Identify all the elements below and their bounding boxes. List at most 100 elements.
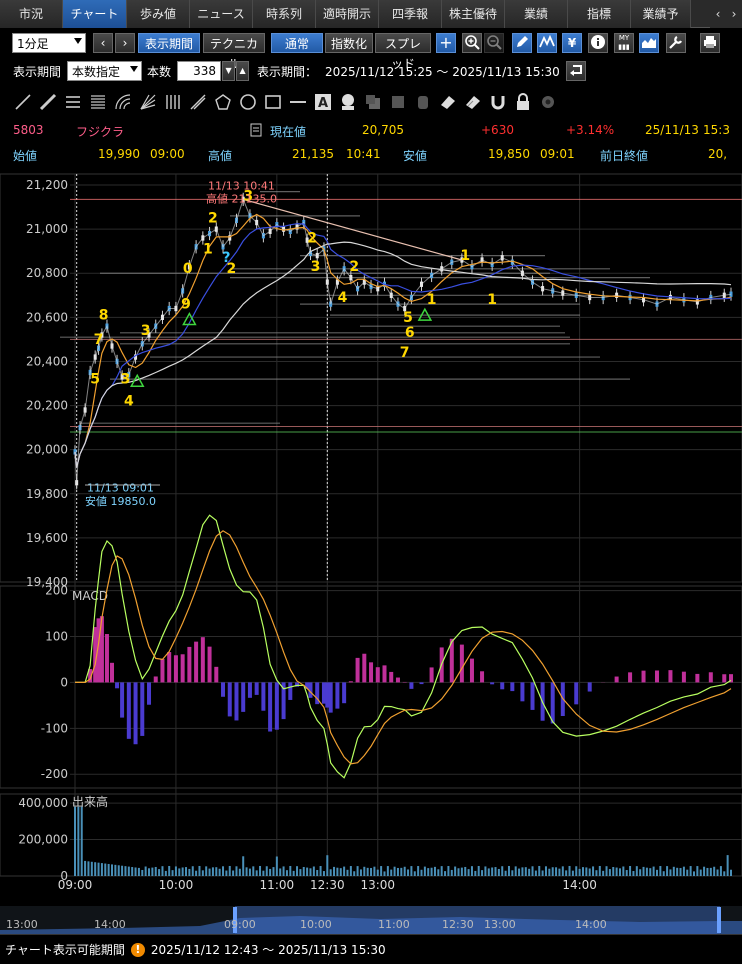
- volume-bar: [460, 867, 463, 876]
- angle-icon[interactable]: [188, 92, 208, 112]
- wave-count-label: 4: [124, 394, 134, 410]
- wave-count-label: 5: [90, 372, 100, 388]
- macd-histogram-bar: [469, 658, 474, 683]
- emoji-icon[interactable]: [338, 92, 358, 112]
- tab-market[interactable]: 市況: [0, 0, 63, 28]
- hand-icon[interactable]: [413, 92, 433, 112]
- info-icon[interactable]: [588, 33, 608, 53]
- tab-next-button[interactable]: ›: [731, 7, 737, 21]
- tab-prev-button[interactable]: ‹: [715, 7, 721, 21]
- tab-timeseries[interactable]: 時系列: [253, 0, 316, 28]
- layers-icon[interactable]: [388, 92, 408, 112]
- copy-icon[interactable]: [363, 92, 383, 112]
- tab-news[interactable]: ニュース: [190, 0, 253, 28]
- volume-bar: [306, 867, 309, 876]
- zoom-out-icon[interactable]: [484, 33, 504, 53]
- fan-icon[interactable]: [138, 92, 158, 112]
- volume-bar: [114, 864, 117, 876]
- chart-canvas[interactable]: 21,200 21,000 20,800 20,600 20,400 20,200 20,0…: [0, 170, 742, 906]
- lock-icon[interactable]: [513, 92, 533, 112]
- display-period-button[interactable]: 表示期間: [138, 33, 200, 53]
- volume-bar: [618, 868, 621, 876]
- normal-button[interactable]: 通常: [271, 33, 323, 53]
- tab-bar: 市況 チャート 歩み値 ニュース 時系列 適時開示 四季報 株主優待 業績 指標…: [0, 0, 742, 28]
- macd-histogram-bar: [490, 682, 495, 685]
- my-chart-icon[interactable]: MY ▮▮▮: [614, 33, 634, 53]
- circle-icon[interactable]: [238, 92, 258, 112]
- tab-disclosure[interactable]: 適時開示: [316, 0, 379, 28]
- volume-bar: [602, 870, 605, 876]
- volume-bar: [383, 871, 386, 876]
- technical-button[interactable]: テクニカル: [203, 33, 265, 71]
- macd-histogram-bar: [681, 671, 686, 683]
- prev-button[interactable]: ‹: [93, 33, 113, 53]
- tab-shikiho[interactable]: 四季報: [379, 0, 442, 28]
- chart-area[interactable]: 21,200 21,000 20,800 20,600 20,400 20,200 20,0…: [0, 170, 742, 906]
- display-period-select[interactable]: 本数指定: [67, 61, 143, 81]
- volume-bar: [433, 866, 436, 876]
- volume-bar: [312, 866, 315, 876]
- text-icon[interactable]: A: [313, 92, 333, 112]
- print-icon[interactable]: [700, 33, 720, 53]
- volume-bar: [215, 867, 218, 876]
- horizontal-line-icon[interactable]: [288, 92, 308, 112]
- wrench-icon[interactable]: [666, 33, 686, 53]
- volume-bar: [571, 870, 574, 876]
- trendline-icon[interactable]: [13, 92, 33, 112]
- tab-earnings[interactable]: 業績: [505, 0, 568, 28]
- area-chart-icon[interactable]: [639, 33, 659, 53]
- volume-bar: [457, 868, 460, 876]
- macd-tick-label: 0: [60, 675, 68, 689]
- macd-histogram-bar: [459, 644, 464, 683]
- count-input[interactable]: 338: [177, 61, 222, 81]
- tab-benefits[interactable]: 株主優待: [442, 0, 505, 28]
- add-icon[interactable]: +: [436, 33, 456, 53]
- price-tick-label: 20,600: [26, 310, 68, 324]
- rectangle-icon[interactable]: [263, 92, 283, 112]
- navigator-tick-label: 13:00: [6, 918, 38, 931]
- macd-histogram-bar: [96, 618, 101, 683]
- volume-bar: [497, 868, 500, 876]
- next-button[interactable]: ›: [115, 33, 135, 53]
- tab-indicators[interactable]: 指標: [568, 0, 631, 28]
- fib-arc-icon[interactable]: [113, 92, 133, 112]
- eraser-icon[interactable]: [438, 92, 458, 112]
- tab-chart[interactable]: チャート: [63, 0, 127, 28]
- quote-time: 15:3: [703, 123, 730, 137]
- count-up-icon[interactable]: ▲: [236, 61, 250, 81]
- volume-bar: [454, 866, 457, 876]
- volume-bar: [265, 866, 268, 876]
- navigator-tick-label: 14:00: [94, 918, 126, 931]
- volume-bar: [561, 866, 564, 876]
- volume-tick-label: 200,000: [18, 833, 68, 847]
- yen-icon[interactable]: ¥: [562, 33, 582, 53]
- wave-count-label: 3: [243, 188, 253, 204]
- fibonacci-icon[interactable]: [88, 92, 108, 112]
- volume-bar: [211, 867, 214, 876]
- period-select[interactable]: 1分足: [12, 33, 86, 53]
- low-annotation-time: 11/13 09:01: [87, 482, 154, 495]
- tab-forecast[interactable]: 業績予: [631, 0, 691, 28]
- count-down-icon[interactable]: ▼: [222, 61, 236, 81]
- pentagon-icon[interactable]: [213, 92, 233, 112]
- pencil-icon[interactable]: [512, 33, 532, 53]
- cycle-lines-icon[interactable]: [163, 92, 183, 112]
- navigator-canvas[interactable]: 13:00 14:00 09:00 10:00 11:00 12:30 13:00 14:00: [0, 906, 742, 934]
- macd-histogram-bar: [308, 682, 313, 698]
- zoom-in-icon[interactable]: [462, 33, 482, 53]
- ray-icon[interactable]: [38, 92, 58, 112]
- time-navigator[interactable]: 13:00 14:00 09:00 10:00 11:00 12:30 13:00 14:00: [0, 906, 742, 934]
- tab-ticks[interactable]: 歩み値: [127, 0, 190, 28]
- magnet-icon[interactable]: [488, 92, 508, 112]
- parallel-lines-icon[interactable]: [63, 92, 83, 112]
- pattern-icon[interactable]: [537, 33, 557, 53]
- wave-count-label: 2: [208, 211, 218, 227]
- document-icon[interactable]: [250, 123, 262, 140]
- spread-button[interactable]: スプレッド: [375, 33, 431, 71]
- volume-bar: [544, 866, 547, 876]
- eraser-all-icon[interactable]: [463, 92, 483, 112]
- index-button[interactable]: 指数化: [325, 33, 373, 53]
- volume-bar: [275, 856, 278, 876]
- settings-icon[interactable]: [538, 92, 558, 112]
- undo-icon[interactable]: [565, 61, 586, 81]
